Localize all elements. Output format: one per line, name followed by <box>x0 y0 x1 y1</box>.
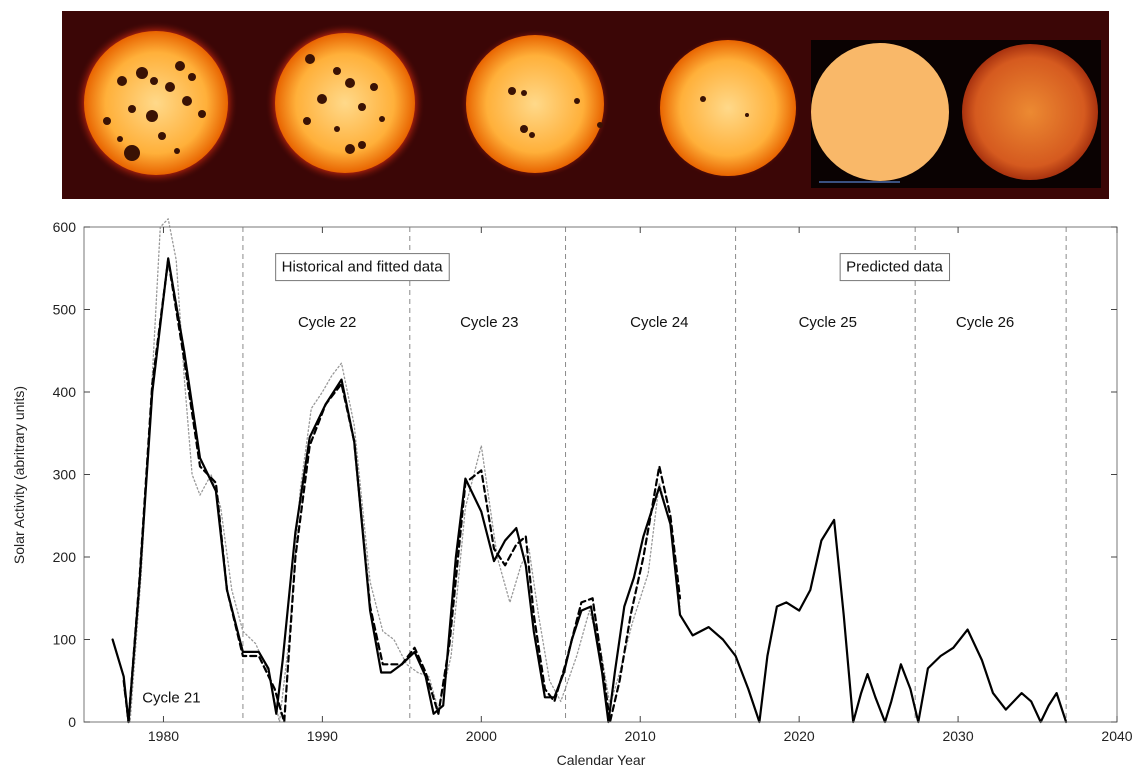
axis-ticks: 1980 1990 2000 2010 2020 2030 2040 0 100 200 300 40… <box>53 219 1133 744</box>
y-tick-label: 0 <box>68 714 76 730</box>
sun-no-spots-icon <box>962 44 1098 180</box>
annotation-box: Historical and fitted data <box>275 253 450 282</box>
y-tick-label: 600 <box>53 219 77 235</box>
cycle-label: Cycle 26 <box>956 314 1014 331</box>
sun-few-spots-icon <box>656 36 800 180</box>
y-tick-label: 400 <box>53 384 77 400</box>
cycle-label: Cycle 21 <box>142 689 200 706</box>
sun-many-spots-icon <box>265 23 425 183</box>
annotations: Historical and fitted data Predicted data… <box>142 253 1014 706</box>
series-layer <box>111 218 1068 724</box>
x-tick-label: 2000 <box>466 728 497 744</box>
y-tick-label: 100 <box>53 632 77 648</box>
annotation-box-label: Predicted data <box>846 259 943 276</box>
x-tick-label: 1990 <box>307 728 338 744</box>
sun-many-spots-icon <box>74 21 238 185</box>
y-tick-label: 300 <box>53 467 77 483</box>
x-axis-title: Calendar Year <box>557 752 646 767</box>
series-line-dotted <box>123 218 681 723</box>
y-tick-label: 200 <box>53 549 77 565</box>
x-tick-label: 2010 <box>625 728 656 744</box>
y-axis-title: Solar Activity (abritrary units) <box>11 386 27 564</box>
cycle-label: Cycle 24 <box>630 314 688 331</box>
sun-no-spots-icon <box>811 43 949 183</box>
x-tick-label: 1980 <box>148 728 179 744</box>
series-line-solid <box>111 257 1068 724</box>
annotation-box-label: Historical and fitted data <box>282 259 444 276</box>
annotation-box-frame <box>839 253 951 282</box>
annotation-box: Predicted data <box>839 253 951 282</box>
cycle-label: Cycle 23 <box>460 314 518 331</box>
sun-few-spots-icon <box>460 29 610 179</box>
x-tick-label: 2040 <box>1101 728 1132 744</box>
cycle-label: Cycle 25 <box>799 314 857 331</box>
series-line-dashed <box>122 258 682 724</box>
cycle-label: Cycle 22 <box>298 314 356 331</box>
annotation-box-frame <box>275 253 450 282</box>
cycle-boundaries <box>242 227 1067 722</box>
x-tick-label: 2030 <box>942 728 973 744</box>
x-tick-label: 2020 <box>784 728 815 744</box>
y-tick-label: 500 <box>53 302 77 318</box>
sun-images-strip <box>62 11 1109 199</box>
